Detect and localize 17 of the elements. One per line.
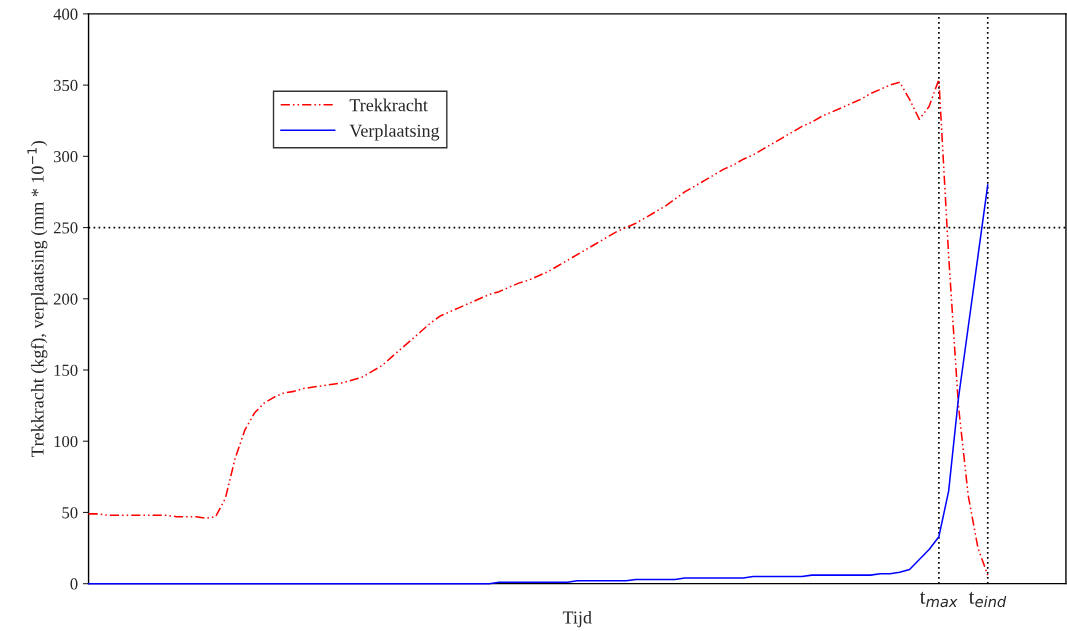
y-tick-label: 50: [62, 507, 78, 519]
x-axis-title: Tijd: [562, 610, 592, 628]
y-tick-label: 250: [53, 222, 78, 234]
y-tick-label: 300: [53, 151, 78, 163]
y-tick-label: 400: [53, 8, 78, 20]
y-axis-title: Trekkracht (kgf), verplaatsing (mm * 10$^{−1}$): [27, 141, 48, 458]
x-tick-label: t$_{eind}$: [968, 591, 1007, 608]
line-series: [87, 78, 989, 576]
y-tick-label: 100: [54, 435, 78, 448]
y-tick-label: 350: [53, 79, 78, 92]
legend-label: Verplaatsing: [349, 124, 440, 141]
line-series: [87, 184, 989, 585]
y-tick-label: 150: [54, 364, 78, 376]
legend-label: Trekkracht: [349, 98, 428, 112]
x-tick-label: t$_{max}$: [919, 591, 958, 608]
y-tick-label: 200: [53, 293, 78, 305]
y-tick-label: 0: [70, 578, 78, 590]
